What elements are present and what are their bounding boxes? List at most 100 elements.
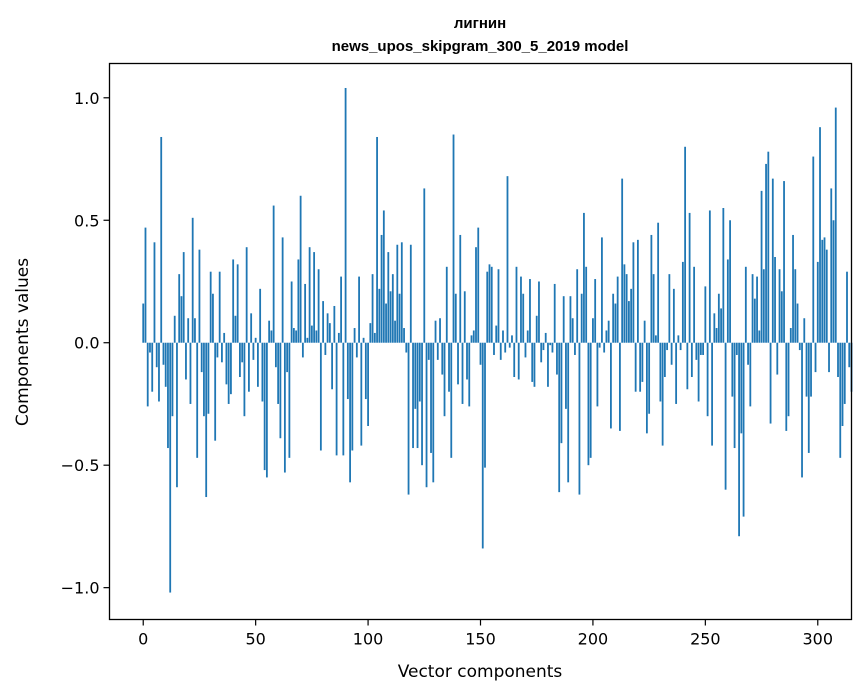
bar (598, 342, 601, 348)
bar (322, 301, 325, 343)
bar (403, 328, 405, 343)
y-tick-label: 0.5 (74, 211, 99, 230)
bar (558, 342, 561, 493)
bar (693, 266, 696, 343)
bar (405, 342, 408, 353)
bar (180, 296, 183, 343)
bar (423, 188, 426, 343)
bar (522, 293, 525, 343)
bar (412, 342, 414, 449)
x-tick-label: 250 (690, 630, 721, 649)
bar (666, 342, 669, 351)
bar (308, 247, 311, 343)
bar (758, 330, 761, 343)
bar (310, 325, 313, 343)
bar (378, 288, 381, 343)
bar (603, 342, 606, 353)
bar (612, 293, 615, 343)
bar (526, 330, 529, 343)
bar (346, 342, 349, 400)
x-axis-label: Vector components (398, 662, 563, 682)
bar (160, 136, 163, 343)
bar (744, 266, 747, 343)
chart-subtitle: news_upos_skipgram_300_5_2019 model (332, 38, 629, 55)
bar (753, 298, 756, 343)
bar (342, 342, 345, 456)
bar (830, 188, 833, 343)
bar (636, 239, 639, 343)
bar (776, 342, 779, 375)
bar (290, 281, 293, 343)
bar (182, 252, 185, 343)
bar (762, 269, 765, 343)
bar (535, 315, 538, 343)
bar (702, 342, 704, 355)
bar (508, 342, 511, 348)
bar (367, 342, 369, 426)
bar (792, 234, 794, 343)
bar (279, 342, 282, 439)
bar (619, 342, 621, 431)
bar (717, 293, 720, 343)
bar (783, 181, 785, 343)
bar (241, 342, 244, 363)
bar (645, 342, 648, 434)
bar (751, 274, 754, 343)
bar (722, 208, 725, 343)
bar (592, 318, 594, 343)
bar (801, 342, 803, 478)
bar (283, 342, 286, 473)
bar (212, 293, 214, 343)
bar (196, 342, 199, 458)
bar (639, 342, 642, 392)
bar (787, 342, 790, 417)
bar (146, 342, 149, 407)
bar (191, 217, 194, 343)
x-tick-label: 300 (802, 630, 833, 649)
bar (230, 342, 232, 395)
bar (571, 318, 574, 343)
bar (553, 283, 556, 343)
bar (771, 178, 774, 343)
bar (654, 335, 657, 343)
bar (814, 342, 817, 373)
bar (607, 320, 610, 343)
bar (360, 342, 363, 446)
bar (185, 342, 187, 380)
bar (493, 342, 495, 355)
bar (657, 222, 660, 343)
bar (326, 313, 329, 343)
bar (688, 212, 691, 343)
bar (407, 342, 410, 495)
y-tick-label: −1.0 (61, 579, 100, 598)
bar (812, 156, 815, 343)
bar (400, 242, 403, 343)
bar (533, 342, 536, 387)
bar (209, 271, 212, 343)
bar (659, 342, 662, 402)
bar (569, 296, 572, 343)
bar (239, 342, 241, 378)
bar (729, 220, 731, 343)
bar (529, 279, 531, 343)
bar (373, 332, 376, 343)
bar (686, 342, 689, 390)
bar (425, 342, 428, 488)
bar (551, 342, 554, 353)
bar (225, 342, 228, 385)
bar (151, 342, 154, 392)
bar (774, 257, 776, 343)
bar (169, 342, 172, 593)
bar (409, 244, 412, 343)
bar (362, 337, 365, 343)
bar (556, 342, 558, 375)
bar (331, 342, 333, 390)
bar (466, 342, 468, 380)
bar (726, 259, 729, 343)
bar (488, 264, 491, 343)
bar (749, 342, 752, 407)
bar (274, 342, 277, 368)
bar (371, 274, 374, 343)
bar (335, 342, 338, 456)
bar (189, 342, 192, 404)
